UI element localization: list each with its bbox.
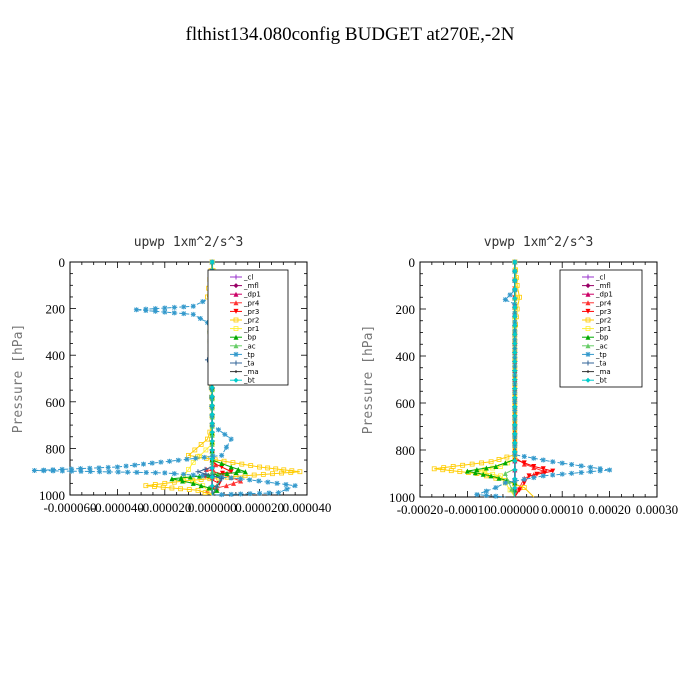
legend: _cl_mfl_dp1_pr4_pr3_pr2_pr1_bp_ac_tp_ta_… xyxy=(559,269,643,388)
legend-entry: _bp xyxy=(582,334,609,342)
legend-label: _pr1 xyxy=(243,325,259,333)
legend-entry: _tp xyxy=(582,351,607,359)
x-tick-label: 0.000000 xyxy=(490,502,539,517)
legend-label: _pr4 xyxy=(595,299,612,307)
y-tick-label: 0 xyxy=(409,255,416,270)
legend-entry: _cl xyxy=(230,274,253,282)
legend-label: _ma xyxy=(595,368,611,376)
legend-entry: _ta xyxy=(230,360,255,368)
y-tick-label: 1000 xyxy=(389,490,415,505)
x-tick-label: -0.000040 xyxy=(91,500,144,515)
legend-label: _tp xyxy=(595,351,607,359)
legend-label: _mfl xyxy=(243,282,259,290)
legend-entry: _ma xyxy=(582,368,611,376)
legend-entry: _pr1 xyxy=(230,325,259,333)
legend-entry: _pr1 xyxy=(582,325,611,333)
legend-label: _dp1 xyxy=(243,291,261,299)
legend-entry: _cl xyxy=(582,274,605,282)
x-tick-label: 0.000000 xyxy=(188,500,237,515)
legend-label: _ac xyxy=(595,342,608,350)
legend-label: _ta xyxy=(595,360,607,368)
y-tick-label: 800 xyxy=(396,443,416,458)
legend-label: _dp1 xyxy=(595,291,613,299)
legend-label: _pr2 xyxy=(243,317,259,325)
series-pr1 xyxy=(474,259,519,498)
legend-entry: _dp1 xyxy=(230,291,261,299)
legend-label: _cl xyxy=(595,274,605,282)
x-tick-label: 0.00030 xyxy=(636,502,678,517)
x-tick-label: -0.000020 xyxy=(138,500,191,515)
legend-entry: _pr2 xyxy=(230,317,259,325)
upwp-panel: upwp 1xm^2/s^3 Pressure [hPa] 0 200 400 600 80… xyxy=(11,235,331,515)
legend-label: _ta xyxy=(243,360,255,368)
legend-entry: _ac xyxy=(582,342,608,350)
series-line xyxy=(514,262,553,498)
panel-title: vpwp 1xm^2/s^3 xyxy=(484,235,594,250)
y-tick-label: 0 xyxy=(59,255,66,270)
legend-label: _cl xyxy=(243,274,253,282)
figure-title: flthist134.080config BUDGET at270E,-2N xyxy=(186,24,515,45)
legend-label: _tp xyxy=(243,351,255,359)
legend-entry: _bt xyxy=(582,377,607,385)
panel-title: upwp 1xm^2/s^3 xyxy=(134,235,244,250)
legend-entry: _pr2 xyxy=(582,317,611,325)
y-tick-label: 400 xyxy=(46,348,66,363)
x-tick-label: 0.00020 xyxy=(588,502,630,517)
legend-entry: _ma xyxy=(230,368,259,376)
x-tick-label: -0.00020 xyxy=(397,502,444,517)
legend-entry: _pr4 xyxy=(230,299,260,307)
legend-label: _pr2 xyxy=(595,317,611,325)
y-tick-label: 800 xyxy=(46,441,66,456)
x-tick-label: -0.00010 xyxy=(444,502,491,517)
legend-entry: _ta xyxy=(582,360,607,368)
legend-label: _bt xyxy=(595,377,607,385)
legend-entry: _bt xyxy=(230,377,255,385)
legend-entry: _tp xyxy=(230,351,255,359)
legend-label: _pr1 xyxy=(595,325,611,333)
legend-entry: _mfl xyxy=(582,282,611,290)
legend-entry: _pr4 xyxy=(582,299,612,307)
y-axis-label: Pressure [hPa] xyxy=(361,325,376,435)
vpwp-panel: vpwp 1xm^2/s^3 Pressure [hPa] 0 200 400 600 80… xyxy=(361,235,678,517)
y-tick-label: 200 xyxy=(396,302,416,317)
legend-label: _pr4 xyxy=(243,299,260,307)
legend-box xyxy=(559,269,643,388)
legend-label: _bp xyxy=(243,334,257,342)
legend-label: _mfl xyxy=(595,282,611,290)
legend-entry: _bp xyxy=(230,334,257,342)
y-tick-label: 200 xyxy=(46,302,66,317)
y-tick-label: 1000 xyxy=(39,488,65,503)
x-tick-label: -0.000060 xyxy=(43,500,96,515)
legend-label: _pr3 xyxy=(243,308,259,316)
series-line xyxy=(476,261,517,498)
legend-label: _pr3 xyxy=(595,308,611,316)
y-tick-label: 600 xyxy=(396,396,416,411)
legend-label: _ma xyxy=(243,368,259,376)
legend-entry: _dp1 xyxy=(582,291,613,299)
y-axis-label: Pressure [hPa] xyxy=(11,324,26,434)
legend-entry: _ac xyxy=(230,342,256,350)
legend-entry: _pr3 xyxy=(230,308,259,316)
x-tick-label: 0.00010 xyxy=(541,502,583,517)
legend-entry: _mfl xyxy=(230,282,259,290)
legend-label: _bt xyxy=(243,377,255,385)
legend-label: _bp xyxy=(595,334,609,342)
series-bt xyxy=(512,259,518,497)
legend-entry: _pr3 xyxy=(582,308,611,316)
legend-label: _ac xyxy=(243,342,256,350)
y-tick-label: 400 xyxy=(396,349,416,364)
y-tick-label: 600 xyxy=(46,395,66,410)
legend: _cl_mfl_dp1_pr4_pr3_pr2_pr1_bp_ac_tp_ta_… xyxy=(207,269,289,386)
x-tick-label: 0.000020 xyxy=(235,500,284,515)
x-tick-label: 0.000040 xyxy=(283,500,332,515)
legend-box xyxy=(207,269,289,386)
